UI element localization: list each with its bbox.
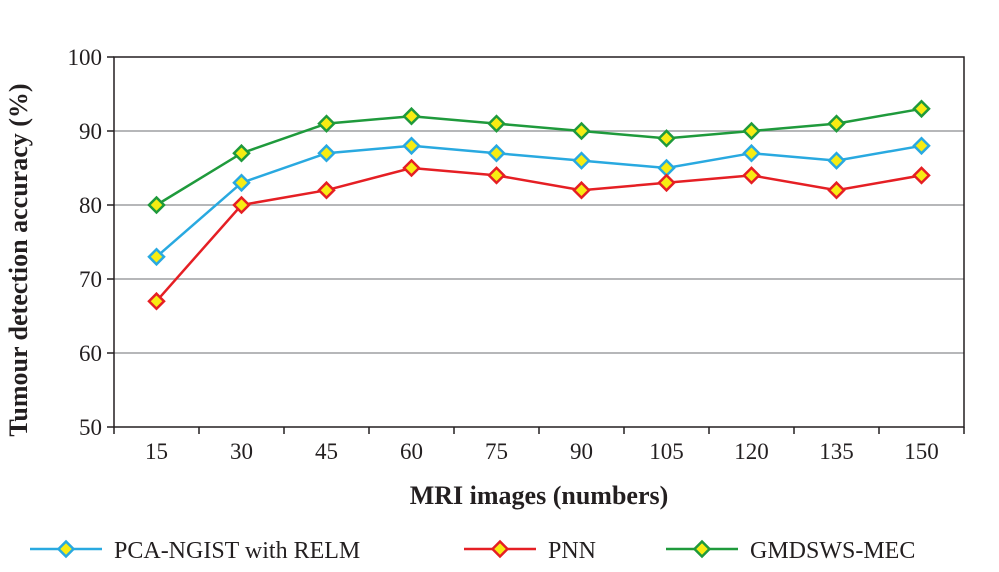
data-point xyxy=(402,136,421,156)
legend-label: PCA-NGIST with RELM xyxy=(114,538,360,564)
legend-label: GMDSWS-MEC xyxy=(750,538,915,564)
x-tick-label: 15 xyxy=(145,439,168,464)
series-2 xyxy=(147,158,931,311)
x-tick-label: 60 xyxy=(400,439,423,464)
data-point xyxy=(232,143,251,163)
x-axis-title: MRI images (numbers) xyxy=(410,481,669,510)
data-point xyxy=(317,114,336,133)
legend: PCA-NGIST with RELM PNN GMDSWS-MEC xyxy=(30,538,915,564)
data-point xyxy=(827,180,846,200)
x-tick-label: 150 xyxy=(904,439,939,464)
y-tick-label: 80 xyxy=(79,193,102,218)
data-point xyxy=(317,143,336,163)
data-point xyxy=(487,143,506,163)
data-point xyxy=(742,121,761,141)
data-point xyxy=(827,114,846,133)
data-point xyxy=(232,173,251,193)
data-point xyxy=(487,114,506,133)
x-tick-label: 45 xyxy=(315,439,338,464)
legend-marker xyxy=(692,539,712,559)
data-point xyxy=(912,166,931,185)
data-point xyxy=(657,129,676,148)
series-layer xyxy=(147,99,931,311)
x-axis-ticks: 15 30 45 60 75 90 105 120 135 150 xyxy=(113,427,965,464)
x-tick-label: 105 xyxy=(649,439,684,464)
legend-item: GMDSWS-MEC xyxy=(666,538,915,564)
data-point xyxy=(487,166,506,185)
data-point xyxy=(147,291,166,311)
legend-marker xyxy=(490,539,510,559)
legend-marker xyxy=(56,539,76,559)
data-point xyxy=(402,106,421,126)
x-tick-label: 90 xyxy=(570,439,593,464)
series-3 xyxy=(147,99,931,215)
y-tick-label: 70 xyxy=(79,267,102,292)
data-point xyxy=(912,99,931,119)
data-point xyxy=(317,180,336,200)
legend-label: PNN xyxy=(548,538,596,564)
series-line xyxy=(155,144,922,258)
plot-area-frame xyxy=(113,56,965,428)
x-tick-label: 75 xyxy=(485,439,508,464)
data-point xyxy=(827,151,846,170)
legend-item: PNN xyxy=(464,538,596,564)
x-tick-label: 30 xyxy=(230,439,253,464)
grid-lines xyxy=(114,130,964,354)
data-point xyxy=(742,143,761,163)
data-point xyxy=(572,180,591,200)
x-tick-label: 120 xyxy=(734,439,769,464)
data-point xyxy=(572,121,591,141)
series-line xyxy=(155,166,922,303)
data-point xyxy=(657,158,676,178)
y-tick-label: 90 xyxy=(79,119,102,144)
y-axis-ticks: 50 60 70 80 90 100 xyxy=(68,45,114,440)
data-point xyxy=(402,158,421,178)
data-point xyxy=(912,136,931,156)
y-axis-title: Tumour detection accuracy (%) xyxy=(4,83,33,436)
data-point xyxy=(657,173,676,193)
series-line xyxy=(155,107,922,207)
data-point xyxy=(742,166,761,185)
y-tick-label: 50 xyxy=(79,415,102,440)
data-point xyxy=(572,151,591,170)
series-1 xyxy=(147,136,931,267)
y-tick-label: 100 xyxy=(68,45,103,70)
data-point xyxy=(147,195,166,215)
data-point xyxy=(147,247,166,267)
x-tick-label: 135 xyxy=(819,439,854,464)
y-tick-label: 60 xyxy=(79,341,102,366)
legend-item: PCA-NGIST with RELM xyxy=(30,538,360,564)
data-point xyxy=(232,195,251,215)
